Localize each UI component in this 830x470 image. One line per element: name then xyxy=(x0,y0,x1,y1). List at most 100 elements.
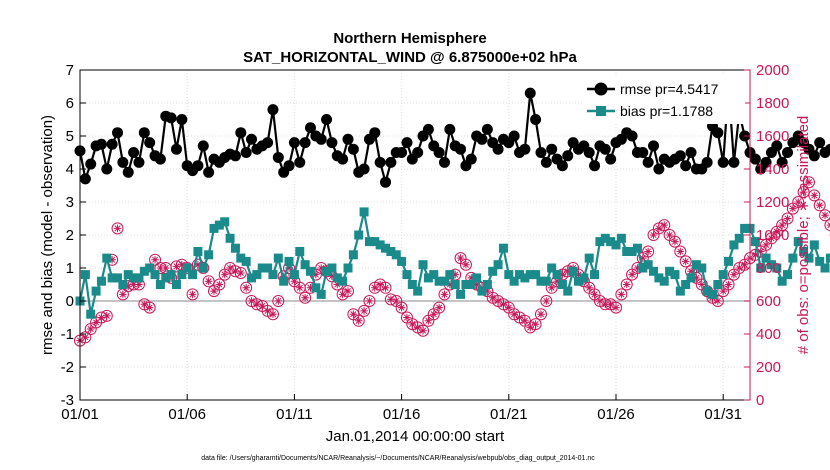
rmse-point xyxy=(315,133,327,145)
obs-count-point xyxy=(658,219,671,232)
rmse-point xyxy=(814,137,826,149)
legend-rmse-marker xyxy=(594,82,608,96)
rmse-point xyxy=(299,137,311,149)
rmse-point xyxy=(79,173,91,185)
bias-point xyxy=(643,260,653,270)
x-axis: 01/01 01/06 01/11 01/16 01/21 01/26 01/31 xyxy=(61,394,742,423)
obs-assimilated-marker xyxy=(86,325,95,333)
rmse-point xyxy=(808,150,820,162)
obs-possible-marker xyxy=(711,295,724,307)
bias-point xyxy=(761,253,771,263)
obs-assimilated-marker xyxy=(617,290,626,299)
obs-assimilated-marker xyxy=(274,297,283,305)
obs-possible-marker xyxy=(540,295,553,307)
rmse-point xyxy=(508,130,520,142)
rmse-point xyxy=(235,127,247,139)
obs-count-point xyxy=(433,301,446,314)
rmse-point xyxy=(294,156,306,168)
bias-point xyxy=(707,289,717,299)
bias-point xyxy=(541,276,551,286)
rmse-point xyxy=(101,163,113,175)
bias-point xyxy=(509,276,519,286)
obs-count-point xyxy=(208,285,220,298)
rmse-point xyxy=(519,143,531,155)
rmse-point xyxy=(154,153,166,165)
obs-assimilated-marker xyxy=(697,280,706,289)
rmse-point xyxy=(717,156,729,168)
bias-point xyxy=(547,263,557,273)
obs-assimilated-marker xyxy=(269,310,277,318)
bias-point xyxy=(691,260,701,270)
bias-point xyxy=(713,280,723,289)
obs-count-point xyxy=(438,288,451,301)
bias-point xyxy=(263,263,273,273)
obs-count-point xyxy=(620,278,633,291)
rmse-point xyxy=(144,137,156,149)
bias-point xyxy=(670,270,680,280)
obs-assimilated-marker xyxy=(381,284,390,292)
y-tick-label: 2 xyxy=(66,227,74,244)
bias-point xyxy=(80,270,90,280)
obs-assimilated-marker xyxy=(574,270,583,279)
bias-point xyxy=(681,280,691,289)
obs-possible-marker xyxy=(181,262,194,274)
obs-possible-marker xyxy=(433,301,446,314)
obs-count-point xyxy=(202,275,215,288)
bias-point xyxy=(815,256,825,266)
bias-point xyxy=(327,263,337,273)
obs-assimilated-marker xyxy=(681,257,690,266)
obs-count-point xyxy=(668,235,681,248)
bias-point xyxy=(273,253,283,263)
y-right-tick-label: 200 xyxy=(756,359,781,376)
obs-assimilated-marker xyxy=(312,270,320,279)
rmse-point xyxy=(326,137,338,149)
obs-count-point xyxy=(588,288,601,301)
bias-point xyxy=(354,230,364,240)
obs-assimilated-marker xyxy=(740,260,749,269)
obs-count-point xyxy=(813,199,826,212)
obs-possible-marker xyxy=(202,275,215,288)
bias-point xyxy=(113,273,123,283)
obs-assimilated-marker xyxy=(376,280,384,289)
obs-count-point xyxy=(352,314,365,327)
bias-point xyxy=(724,256,734,266)
obs-possible-marker xyxy=(240,281,253,294)
obs-assimilated-marker xyxy=(113,224,122,233)
bias-point xyxy=(718,270,728,280)
bias-point xyxy=(386,247,396,256)
obs-assimilated-marker xyxy=(639,254,647,262)
obs-assimilated-marker xyxy=(655,224,663,233)
obs-assimilated-marker xyxy=(547,284,556,292)
bias-point xyxy=(429,270,439,280)
x-tick-label: 01/21 xyxy=(490,406,528,423)
obs-assimilated-marker xyxy=(317,264,325,272)
obs-assimilated-marker xyxy=(724,280,733,289)
bias-point xyxy=(531,270,541,280)
obs-count-point xyxy=(266,308,279,321)
rmse-point xyxy=(771,140,783,152)
rmse-point xyxy=(229,150,241,162)
rmse-point xyxy=(760,156,772,168)
bias-point xyxy=(606,237,616,247)
obs-count-point xyxy=(422,314,435,327)
y-axis-right: 0 200 400 600 800 1000 1200 1400 1600 1800 2000 xyxy=(744,62,789,409)
obs-assimilated-marker xyxy=(714,297,722,305)
bias-point xyxy=(268,270,278,280)
x-tick-label: 01/26 xyxy=(597,406,635,423)
bias-point xyxy=(359,207,369,217)
rmse-point xyxy=(337,153,349,165)
rmse-point xyxy=(117,156,129,168)
bias-point xyxy=(225,233,235,243)
bias-point xyxy=(740,223,750,233)
obs-assimilated-marker xyxy=(92,318,100,327)
bias-point xyxy=(413,286,423,296)
rmse-point xyxy=(481,123,493,135)
bias-point xyxy=(482,280,492,289)
obs-assimilated-marker xyxy=(628,270,636,279)
rmse-point xyxy=(240,147,252,158)
bias-point xyxy=(322,266,332,276)
bias-point xyxy=(515,270,525,280)
obs-assimilated-marker xyxy=(456,254,465,262)
bias-point xyxy=(364,237,374,247)
bias-point xyxy=(445,270,455,280)
